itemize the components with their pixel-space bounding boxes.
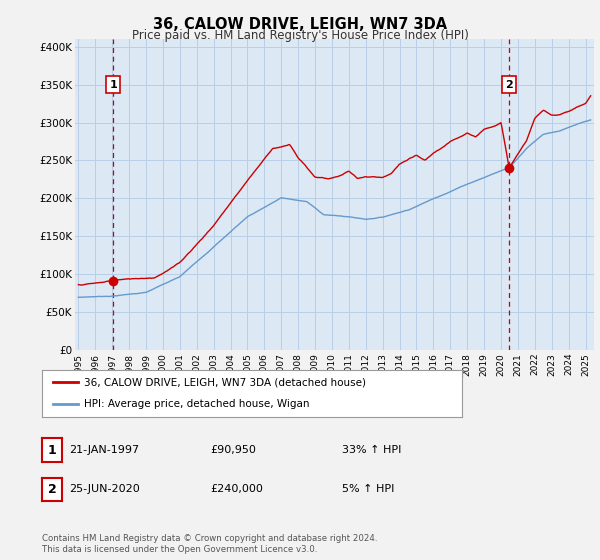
Text: 21-JAN-1997: 21-JAN-1997	[69, 445, 139, 455]
Text: 1: 1	[109, 80, 117, 90]
Text: 25-JUN-2020: 25-JUN-2020	[69, 484, 140, 494]
Text: HPI: Average price, detached house, Wigan: HPI: Average price, detached house, Wiga…	[84, 399, 310, 409]
Text: £90,950: £90,950	[210, 445, 256, 455]
Text: 1: 1	[47, 444, 56, 457]
Text: 36, CALOW DRIVE, LEIGH, WN7 3DA: 36, CALOW DRIVE, LEIGH, WN7 3DA	[153, 17, 447, 32]
Text: 2: 2	[47, 483, 56, 496]
Text: 2: 2	[505, 80, 513, 90]
Text: 36, CALOW DRIVE, LEIGH, WN7 3DA (detached house): 36, CALOW DRIVE, LEIGH, WN7 3DA (detache…	[84, 377, 366, 388]
Text: 5% ↑ HPI: 5% ↑ HPI	[342, 484, 394, 494]
Text: £240,000: £240,000	[210, 484, 263, 494]
Text: Price paid vs. HM Land Registry's House Price Index (HPI): Price paid vs. HM Land Registry's House …	[131, 29, 469, 42]
Text: 33% ↑ HPI: 33% ↑ HPI	[342, 445, 401, 455]
Text: Contains HM Land Registry data © Crown copyright and database right 2024.
This d: Contains HM Land Registry data © Crown c…	[42, 534, 377, 554]
